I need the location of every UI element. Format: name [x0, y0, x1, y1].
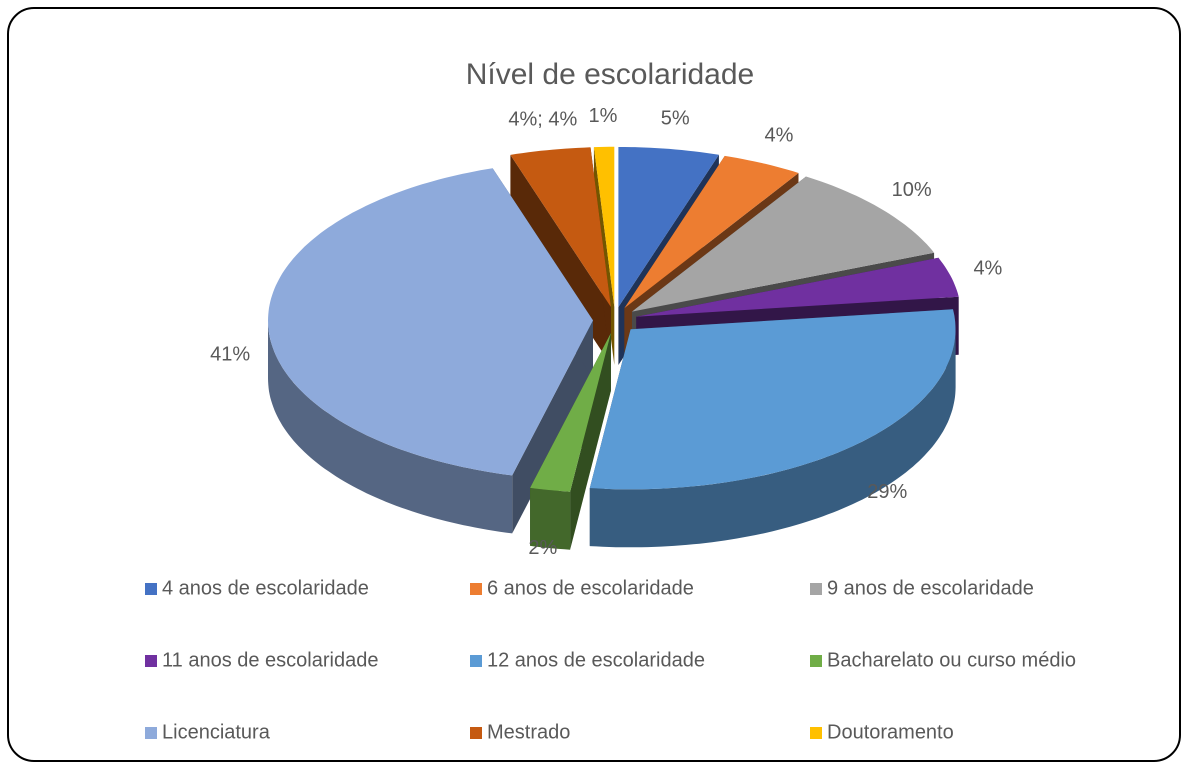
slice — [589, 309, 956, 490]
slice-side — [512, 320, 593, 534]
data-label: 1% — [588, 105, 617, 127]
legend-label: 11 anos de escolaridade — [162, 649, 378, 671]
data-label: 4% — [973, 258, 1002, 280]
slice — [618, 147, 719, 307]
legend-swatch — [810, 727, 822, 739]
legend-swatch — [470, 727, 482, 739]
slice — [636, 257, 959, 317]
legend-swatch — [810, 655, 822, 667]
data-label: 2% — [528, 537, 557, 559]
legend-label: Mestrado — [487, 721, 570, 743]
data-label: 4% — [764, 124, 793, 146]
legend-swatch — [810, 583, 822, 595]
slice-side — [268, 320, 513, 534]
data-label: 5% — [661, 108, 690, 130]
legend-swatch — [470, 655, 482, 667]
chart-title: Nível de escolaridade — [466, 58, 755, 91]
legend-label: Doutoramento — [827, 721, 954, 743]
legend-swatch — [470, 583, 482, 595]
legend-label: 9 anos de escolaridade — [827, 577, 1034, 599]
slice — [624, 155, 799, 309]
slice — [632, 176, 935, 312]
legend-swatch — [145, 727, 157, 739]
data-label: 41% — [210, 344, 250, 366]
legend-label: Bacharelato ou curso médio — [827, 649, 1076, 671]
legend-label: 4 anos de escolaridade — [162, 577, 369, 599]
legend-swatch — [145, 583, 157, 595]
slice-side — [589, 329, 956, 548]
slice — [530, 333, 611, 492]
data-label: 29% — [867, 481, 907, 503]
slice — [268, 168, 593, 476]
legend-label: Licenciatura — [162, 721, 271, 743]
data-label: 4%; 4% — [508, 109, 577, 131]
data-label: 10% — [892, 179, 932, 201]
slice — [510, 147, 611, 307]
slice — [593, 146, 615, 307]
legend-label: 12 anos de escolaridade — [487, 649, 705, 671]
slice-side — [530, 487, 571, 550]
legend-label: 6 anos de escolaridade — [487, 577, 694, 599]
legend-swatch — [145, 655, 157, 667]
